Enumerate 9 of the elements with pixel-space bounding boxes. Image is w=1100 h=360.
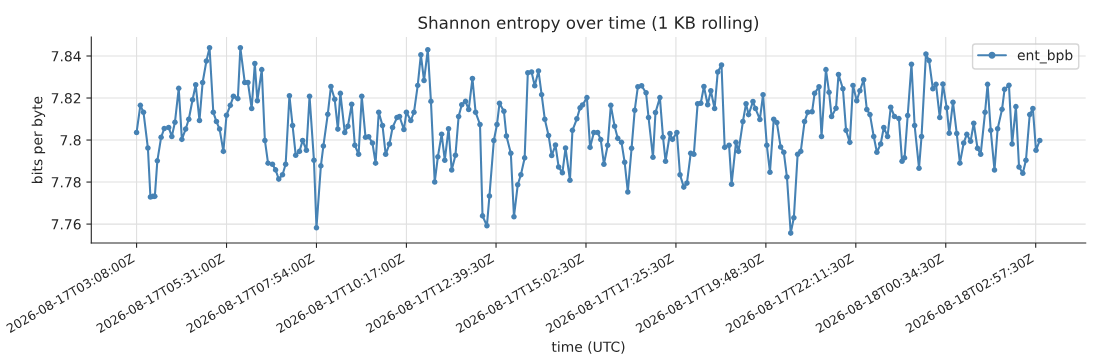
y-tick-label: 7.84 — [51, 50, 81, 62]
y-tick-label: 7.82 — [51, 92, 81, 104]
y-tick-label: 7.76 — [51, 219, 81, 230]
chart-title: Shannon entropy over time (1 KB rolling) — [418, 16, 759, 33]
y-tick-label: 7.8 — [60, 135, 81, 146]
y-tick-label: 7.78 — [51, 177, 81, 188]
y-axis-title: bits per byte — [31, 96, 46, 183]
legend-label: ent_bpb — [1017, 49, 1073, 64]
x-axis-title: time (UTC) — [551, 341, 625, 354]
